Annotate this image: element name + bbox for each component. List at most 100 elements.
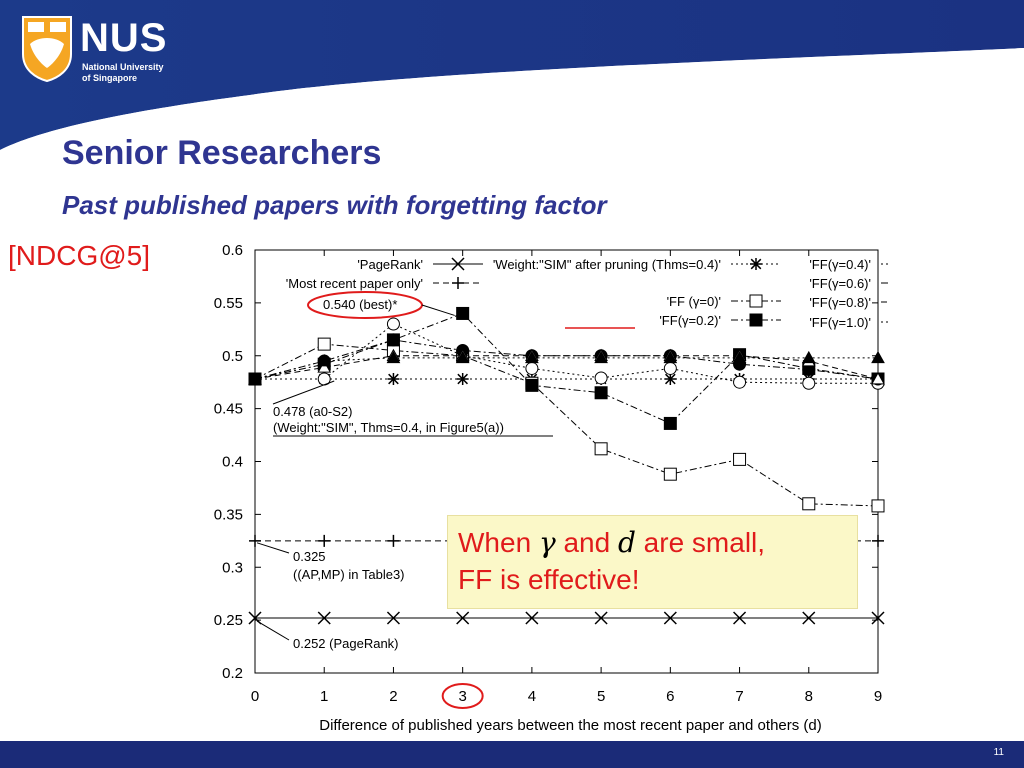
data-point [664,373,677,386]
footer-bar: 11 [0,741,1024,768]
y-tick-label: 0.4 [222,454,243,471]
data-point [663,467,677,481]
data-point [663,611,677,625]
x-axis-label: Difference of published years between th… [319,717,822,734]
data-point [594,442,608,456]
line-chart: 0.2 0.25 0.3 0.35 0.4 0.45 0.5 0.55 0.6 0 1 2 3 4 5 6 7 8… [214,242,931,734]
legend-label: 'FF (γ=0)' [667,294,721,309]
data-point [525,361,539,375]
data-point [317,360,332,373]
data-point [318,534,331,547]
data-point [802,497,816,511]
logo-wordmark: NUS [80,16,168,60]
data-point [387,534,400,547]
series-line [254,357,878,380]
header-band [0,0,1024,150]
d-symbol: d [617,526,636,559]
slide-subtitle: Past published papers with forgetting fa… [62,190,607,220]
legend-label: 'PageRank' [357,257,423,272]
data-point [317,337,331,351]
legend-label: 'FF(γ=0.2)' [659,313,721,328]
data-point [872,534,884,547]
metric-label: [NDCG@5] [8,240,150,271]
annotation-arrow [256,620,290,641]
data-point [594,371,608,385]
data-point [456,373,469,386]
series-line [254,355,879,380]
plot-frame [254,249,879,674]
annotation-arrow [421,304,455,316]
legend-marker [451,257,465,271]
annotation-best: 0.540 (best)* [323,297,397,312]
x-tick-label: 8 [805,688,813,705]
y-tick-label: 0.35 [214,506,243,523]
data-point [733,375,747,389]
nus-logo: NUS National University of Singapore [20,14,180,94]
nus-crest-icon [22,16,72,82]
note-line-2: FF is effective! [458,564,640,595]
note-line-1: When γ and d are small, [458,526,766,559]
y-tick-label: 0.25 [214,612,243,629]
data-point [663,416,677,430]
data-point [733,611,747,625]
annotation-325: 0.325 [293,549,326,564]
data-point [871,499,885,513]
data-point [733,452,747,466]
legend-marker [750,258,762,270]
data-point [386,333,400,347]
x-tick-label: 5 [597,688,605,705]
data-point [594,386,608,400]
legend-label: 'FF(γ=0.8)' [809,295,871,310]
data-point [317,611,331,625]
legend-label: 'Weight:"SIM" after pruning (Thms=0.4)' [493,257,721,272]
y-tick-label: 0.6 [222,242,243,259]
data-point [249,534,261,547]
legend-label: 'Most recent paper only' [286,276,423,291]
data-point [802,611,816,625]
x-tick-label: 2 [389,688,397,705]
legend-label: 'FF(γ=1.0)' [809,315,871,330]
data-point [801,350,816,364]
data-point [871,611,885,625]
gamma-symbol: γ [538,526,556,559]
data-point [663,350,678,364]
data-point [871,350,885,364]
x-tick-label: 4 [528,688,536,705]
annotation-a0: 0.478 (a0-S2) [273,404,353,419]
data-point [663,361,677,375]
annotation-pagerank: 0.252 (PageRank) [293,636,399,651]
x-tick-label: 1 [320,688,328,705]
x-tick-label: 9 [874,688,882,705]
annotation-arrow [272,380,335,405]
series-line [254,343,879,507]
data-point [386,611,400,625]
legend-marker [749,294,763,308]
legend-marker [749,313,763,327]
data-point [386,317,400,331]
data-point [456,611,470,625]
data-point [455,350,470,364]
x-tick-label: 0 [251,688,259,705]
data-point [594,611,608,625]
annotation-arrow [256,542,290,554]
logo-subtext: National University of Singapore [82,62,164,83]
data-point [594,350,608,364]
data-point [525,378,539,392]
data-point [525,611,539,625]
annotation-a0-detail: (Weight:"SIM", Thms=0.4, in Figure5(a)) [273,420,504,435]
data-point [802,376,816,390]
data-point [525,350,539,364]
annotation-325-detail: ((AP,MP) in Table3) [293,567,405,582]
y-tick-label: 0.3 [222,559,243,576]
chart-container: 0.2 0.25 0.3 0.35 0.4 0.45 0.5 0.55 0.6 0 1 2 3 4 5 6 7 8… [193,238,931,738]
y-tick-label: 0.2 [222,665,243,682]
data-point [456,306,470,320]
data-point [248,371,262,385]
x-tick-label: 3 [458,688,466,705]
x-tick-label: 7 [735,688,743,705]
y-tick-label: 0.55 [214,295,243,312]
data-point [387,373,400,386]
legend-label: 'FF(γ=0.6)' [809,276,871,291]
series-line [254,312,879,425]
legend-label: 'FF(γ=0.4)' [809,257,871,272]
